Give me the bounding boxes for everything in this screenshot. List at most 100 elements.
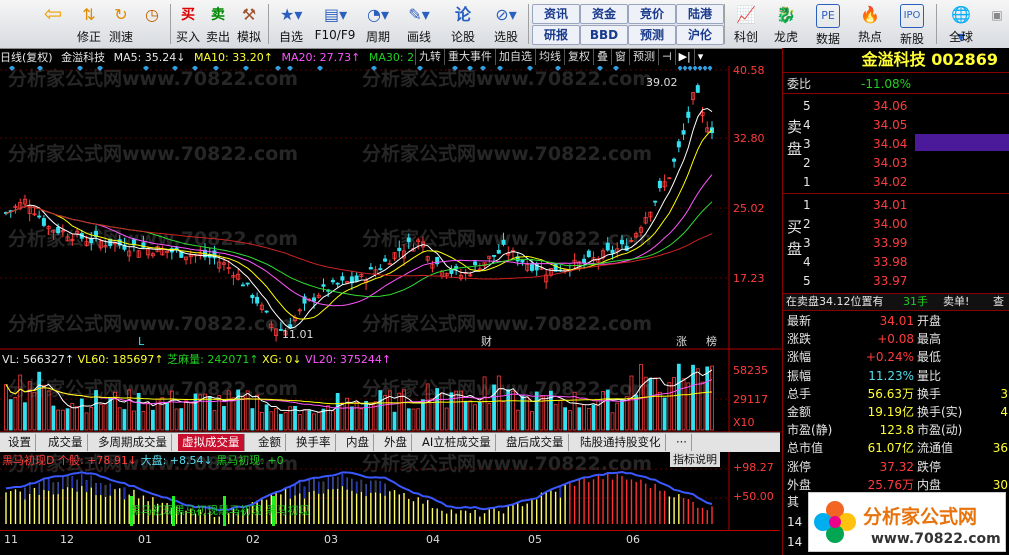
add-watchlist-button[interactable]: 加自选 [495, 49, 535, 65]
volume-bar [572, 391, 577, 431]
quote-row[interactable]: 总市值 61.07亿 流通值 36 [783, 440, 1009, 456]
tab-turnover[interactable]: 换手率 [292, 434, 336, 451]
stock-pick-button[interactable]: ⊘▾ 选股 [486, 2, 526, 46]
signal-label: 黑马初现 [174, 504, 218, 517]
quote-row[interactable]: 3 33.99 [783, 235, 1009, 251]
shanghai-london-button[interactable]: 沪伦 [676, 25, 724, 45]
sell-button[interactable]: 卖 卖出 [204, 2, 232, 46]
candle-body [596, 258, 601, 263]
dragon-tiger-button[interactable]: 🐉 龙虎 [768, 2, 804, 46]
forecast-button[interactable]: 预测 [628, 25, 676, 45]
volume-bar [307, 410, 312, 431]
fund-button[interactable]: 资金 [580, 4, 628, 24]
tab-multi-period-volume[interactable]: 多周期成交量 [94, 434, 172, 451]
period-button[interactable]: ◔▾ 周期 [360, 2, 396, 46]
discuss-button[interactable]: 论 论股 [444, 2, 482, 46]
major-events-button[interactable]: 重大事件 [444, 49, 495, 65]
quote-row[interactable]: 涨停 37.32 跌停 [783, 459, 1009, 475]
tab-inner-volume[interactable]: 内盘 [342, 434, 374, 451]
signal-marker [272, 496, 275, 526]
window-button[interactable]: 窗 [611, 49, 629, 65]
chart-mode[interactable]: 日线(复权) [0, 51, 53, 64]
ma-button[interactable]: 均线 [535, 49, 564, 65]
candle-body [112, 242, 117, 245]
quote-row[interactable]: 5 34.06 [783, 98, 1009, 114]
quote-row[interactable]: 2 34.00 [783, 216, 1009, 232]
quote-row[interactable]: 涨跌 +0.08 最高 [783, 331, 1009, 347]
stat-label-2: 市盈(动) [917, 423, 963, 438]
tab-amount[interactable]: 金额 [254, 434, 286, 451]
watchlist-button[interactable]: ★▾ 自选 [272, 2, 310, 46]
quote-row[interactable]: 金额 19.19亿 换手(实) 4 [783, 404, 1009, 420]
tab-northbound-holdings[interactable]: 陆股通持股变化 [576, 434, 666, 451]
quote-row[interactable]: 5 33.97 [783, 273, 1009, 289]
event-diamond [243, 66, 249, 71]
speedtest-button[interactable]: ↻ 测速 [106, 2, 136, 46]
more-button[interactable]: ▣ [986, 2, 1006, 46]
tab-virtual-volume[interactable]: 虚拟成交量 [178, 434, 245, 451]
quote-row[interactable]: 总手 56.63万 换手 3 [783, 386, 1009, 402]
clock-button[interactable]: ◷ [138, 2, 166, 46]
quote-row[interactable]: 涨幅 +0.24% 最低 [783, 349, 1009, 365]
next-icon[interactable]: ▶| [674, 49, 694, 65]
volume-bar [264, 404, 269, 431]
candle-body [212, 250, 217, 259]
tab-settings[interactable]: 设置 [4, 434, 36, 451]
event-markers[interactable] [9, 66, 713, 71]
quote-row[interactable]: 振幅 11.23% 量比 [783, 368, 1009, 384]
auction-button[interactable]: 竞价 [628, 4, 676, 24]
candle-body [430, 264, 435, 269]
menu-icon[interactable]: ▾ [693, 49, 707, 65]
jiuzhuan-button[interactable]: 九转 [415, 49, 444, 65]
marker-zhang[interactable]: 涨 [676, 335, 687, 348]
stat-label-2: 换手 [917, 386, 942, 401]
hk-connect-button[interactable]: 陆港 [676, 4, 724, 24]
predict-button[interactable]: 预测 [629, 49, 658, 65]
star-market-button[interactable]: 📈 科创 [728, 2, 764, 46]
stat-value: 11.23% [868, 368, 914, 383]
buy-button[interactable]: 买 买入 [174, 2, 202, 46]
quote-row[interactable]: 外盘 25.76万 内盘 30 [783, 477, 1009, 493]
marker-bang[interactable]: 榜 [706, 334, 717, 348]
kline-chart[interactable]: 分析家公式网www.70822.com 分析家公式网www.70822.com 分析… [0, 66, 781, 531]
tab-more[interactable]: ··· [672, 434, 692, 451]
adjust-button[interactable]: 复权 [564, 49, 593, 65]
marker-cai[interactable]: 财 [481, 334, 492, 348]
marker-l[interactable]: L [138, 335, 145, 348]
ipo-button[interactable]: IPO 新股 [894, 2, 930, 46]
pin-icon[interactable]: ⊣ [658, 49, 675, 65]
quote-row[interactable]: 4 33.98 [783, 254, 1009, 270]
quote-row[interactable]: 1 34.02 [783, 174, 1009, 190]
tab-volume[interactable]: 成交量 [44, 434, 88, 451]
tab-ai-volume[interactable]: AI立桩成交量 [418, 434, 496, 451]
fix-button[interactable]: ⇅ 修正 [72, 2, 106, 46]
data-button[interactable]: PE 数据 [810, 2, 846, 46]
quote-row[interactable]: 3 34.04 [783, 136, 1009, 152]
quote-row[interactable]: 1 34.01 [783, 197, 1009, 213]
tab-after-hours-volume[interactable]: 盘后成交量 [502, 434, 569, 451]
candle-body [686, 111, 691, 118]
back-button[interactable]: ⇦ [36, 2, 70, 46]
bbd-button[interactable]: BBD [580, 25, 628, 45]
order-notice-row[interactable]: 在卖盘34.12位置有 31手 卖单! 查 [783, 294, 1009, 310]
research-button[interactable]: 研报 [532, 25, 580, 45]
indicator-help-button[interactable]: 指标说明 [670, 452, 720, 467]
quote-row[interactable]: 2 34.03 [783, 155, 1009, 171]
draw-button[interactable]: ✎▾ 画线 [400, 2, 438, 46]
quote-row[interactable]: 4 34.05 [783, 117, 1009, 133]
news-button[interactable]: 资讯 [532, 4, 580, 24]
simulate-button[interactable]: ⚒ 模拟 [234, 2, 264, 46]
candle-body [638, 227, 643, 233]
overlay-button[interactable]: 叠 [593, 49, 611, 65]
candle-body [435, 257, 440, 265]
volume-bar [373, 401, 378, 431]
f10-button[interactable]: ▤▾ F10/F9 [312, 2, 358, 46]
quote-row[interactable]: 最新 34.01 开盘 [783, 313, 1009, 329]
stat-label: 涨跌 [787, 332, 812, 347]
quote-row[interactable]: 市盈(静) 123.8 市盈(动) [783, 422, 1009, 438]
tab-outer-volume[interactable]: 外盘 [380, 434, 412, 451]
notice-more[interactable]: 查 [993, 295, 1004, 308]
hotspot-button[interactable]: 🔥 热点 [852, 2, 888, 46]
global-button[interactable]: 🌐▾ 全球 [940, 2, 982, 46]
volume-bar [222, 406, 226, 431]
